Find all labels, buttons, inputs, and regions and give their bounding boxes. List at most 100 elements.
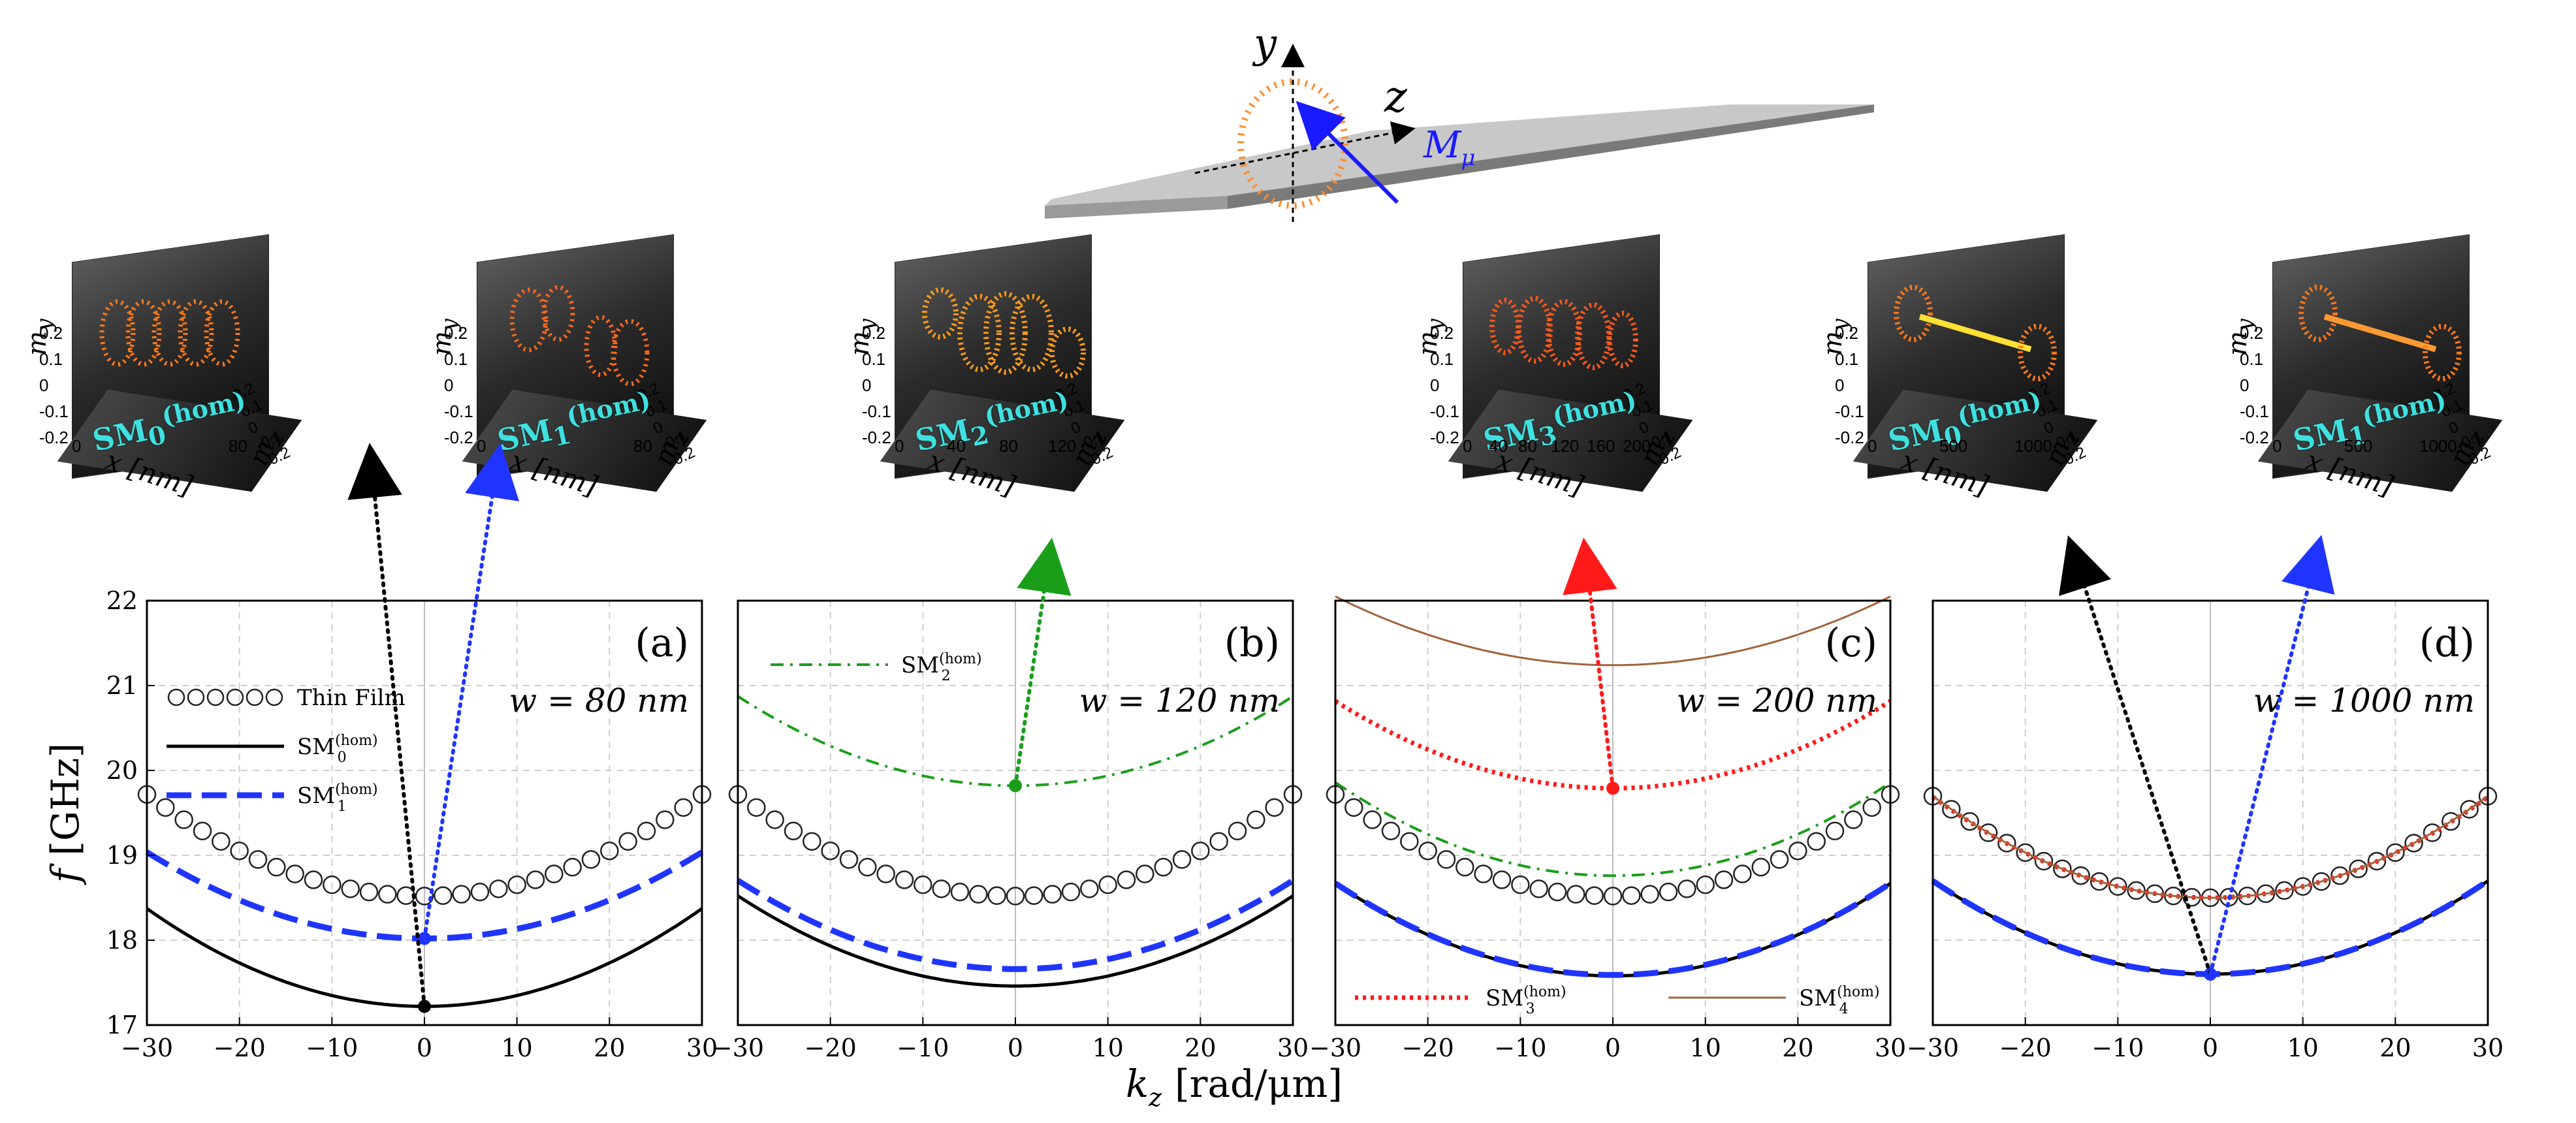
width-annotation: w = 120 nm	[1079, 682, 1280, 720]
thin-film-point	[378, 885, 397, 904]
x-tick-label: −30	[1907, 1034, 1959, 1062]
z-axis-arrow	[1194, 121, 1416, 174]
inset-pointer-arrow	[2208, 535, 2335, 976]
thin-film-point	[1622, 886, 1641, 905]
legend-circle	[206, 688, 225, 706]
x-tick-label: 30	[1277, 1034, 1309, 1062]
thin-film-point	[674, 798, 693, 817]
panel-b: −30 −20 −10 0 10 20 30 (b) w = 120 nm SM(hom) 2	[712, 599, 1309, 1062]
thin-film-point	[507, 875, 526, 894]
inset-ytick: -0.2	[39, 428, 69, 447]
thin-film-point	[914, 875, 932, 894]
thin-film-point	[1696, 875, 1715, 894]
legend-label-sup: (hom)	[939, 651, 981, 667]
thin-film-point	[1751, 857, 1770, 877]
series-line-sm1hom	[736, 878, 1295, 972]
thin-film-point	[1154, 857, 1173, 877]
thin-film-point	[932, 879, 951, 898]
thin-film-point	[1344, 798, 1363, 817]
inset-y-ticks: 0.2 0.1 0 -0.1 -0.2	[444, 320, 473, 451]
thin-film-point	[489, 879, 508, 898]
width-annotation: w = 200 nm	[1677, 682, 1877, 720]
thin-film-point	[2034, 851, 2054, 871]
x-tick-label: 20	[1782, 1034, 1813, 1062]
x-tick-label: 30	[1875, 1034, 1906, 1062]
thin-film-point	[415, 887, 434, 906]
thin-film-point	[212, 832, 231, 851]
thin-film-point	[1942, 800, 1961, 819]
thin-film-point	[1117, 870, 1136, 889]
thin-film-point	[267, 857, 286, 877]
inset-y-ticks: 0.2 0.1 0 -0.1 -0.2	[1835, 320, 1864, 451]
inset-sm3-w200: my 0.2 0.1 0 -0.1 -0.2 0.2 0.1 0 -0.1 -0.2 SM3(h…	[1404, 234, 1693, 522]
thin-film-point	[2016, 843, 2035, 862]
schematic-y-label: y	[1254, 20, 1277, 67]
x-tick-label: 0	[1008, 1034, 1023, 1062]
thin-film-point	[1825, 821, 1845, 841]
y-tick-label: 20	[106, 756, 138, 785]
inset-ytick: 0.2	[1430, 323, 1454, 343]
thin-film-point	[304, 870, 323, 889]
x-tick-label: 20	[2379, 1034, 2411, 1062]
legend-label: SM(hom) 4	[1799, 984, 1880, 1017]
inset-mode-profile	[922, 287, 1086, 379]
legend-label-sub: 4	[1839, 1001, 1849, 1017]
thin-film-point	[1080, 879, 1099, 898]
panel-d: −30 −20 −10 0 10 20 30 (d) w = 1000 nm	[1907, 599, 2504, 1062]
thin-film-point	[1209, 832, 1228, 851]
inset-mode-profile	[99, 299, 240, 367]
x-tick-label: 10	[501, 1034, 532, 1062]
thin-film-point	[1566, 885, 1585, 904]
x-tick-label: 0	[1605, 1034, 1621, 1062]
thin-film-point	[2053, 859, 2072, 878]
legend-label: SM(hom) 3	[1486, 984, 1566, 1017]
thin-film-point	[1437, 850, 1456, 869]
inset-ytick: 0.1	[39, 349, 63, 369]
thin-film-point	[1585, 886, 1604, 905]
film-slab-edge	[1045, 196, 1228, 219]
thin-film-point	[285, 864, 304, 883]
legend-label-base: SM	[901, 652, 939, 678]
panel-label: (c)	[1825, 620, 1877, 666]
thin-film-point	[618, 832, 637, 851]
schematic-z-label: z	[1384, 72, 1407, 122]
inset-ytick: 0.1	[1835, 349, 1859, 369]
x-tick-label: −20	[214, 1034, 266, 1062]
inset-xtick: 500	[2344, 436, 2373, 456]
mode-rings	[2298, 285, 2462, 381]
thin-film-point	[2441, 812, 2460, 831]
thin-film-point	[1043, 885, 1062, 904]
x-tick-label: 20	[1185, 1034, 1216, 1062]
series-line-sm4hom	[1932, 795, 2489, 899]
thin-film-point	[545, 864, 564, 883]
thin-film-point	[1960, 812, 1979, 831]
inset-ytick: 0.2	[862, 323, 886, 343]
thin-film-point	[600, 841, 619, 861]
inset-xtick: 80	[229, 436, 247, 456]
thin-film-point	[1714, 870, 1734, 889]
thin-film-point	[987, 886, 1006, 905]
thin-film-point	[1862, 798, 1881, 817]
x-tick-label: −30	[1309, 1034, 1361, 1062]
inset-xtick: 120	[1551, 436, 1580, 456]
inset-pointer-arrow	[422, 443, 520, 941]
legend-circle	[187, 688, 205, 706]
thin-film-point	[1770, 850, 1789, 869]
thin-film-point	[1603, 887, 1623, 906]
legend-label: Thin Film	[297, 685, 405, 711]
magnetization-subscript: μ	[1461, 145, 1476, 172]
inset-xtick: 0	[2272, 436, 2282, 456]
thin-film-point	[2330, 866, 2349, 885]
x-tick-label: −30	[121, 1034, 173, 1062]
series-line-sm4hom	[1335, 595, 1891, 667]
thin-film-point	[858, 857, 877, 877]
magnetization-label: Mμ	[1423, 124, 1475, 171]
inset-ytick: -0.1	[1430, 402, 1459, 421]
thin-film-point	[1548, 882, 1567, 902]
mode-rings	[922, 287, 1086, 379]
x-tick-label: 10	[2287, 1034, 2318, 1062]
magnetization-arrow	[1296, 101, 1399, 204]
thin-film-point	[2349, 859, 2368, 878]
inset-ytick: 0.1	[444, 349, 468, 369]
thin-film-point	[765, 810, 784, 829]
